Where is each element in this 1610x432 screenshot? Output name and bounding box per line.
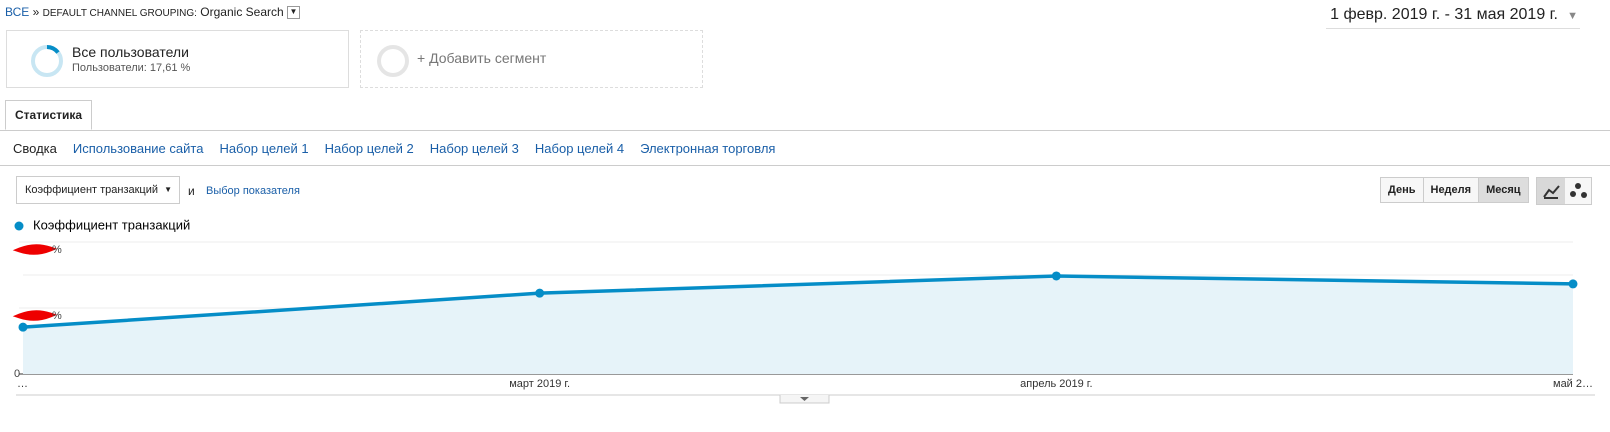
y-tick-label: 0 (14, 368, 20, 380)
sub-tab[interactable]: Электронная торговля (640, 141, 776, 156)
collapse-arrow (800, 397, 809, 401)
tab-divider (0, 130, 1610, 131)
legend-label: Коэффициент транзакций (33, 217, 190, 232)
segment-title: Все пользователи (72, 44, 189, 60)
breadcrumb-all[interactable]: ВСЕ (5, 5, 30, 19)
granularity-button[interactable]: Неделя (1422, 177, 1480, 203)
and-text: и (188, 184, 195, 198)
date-range-text: 1 февр. 2019 г. - 31 мая 2019 г. (1330, 6, 1558, 23)
date-range[interactable]: 1 февр. 2019 г. - 31 мая 2019 г. ▼ (1326, 6, 1580, 29)
segment-subtitle: Пользователи: 17,61 % (72, 62, 191, 74)
sub-tab[interactable]: Набор целей 2 (324, 141, 414, 156)
add-segment[interactable]: + Добавить сегмент (360, 30, 703, 88)
x-tick-label: май 2… (1553, 378, 1593, 390)
metric-select[interactable]: Коэффициент транзакций ▼ (16, 176, 180, 204)
point (1568, 279, 1578, 289)
redaction (12, 310, 58, 321)
add-segment-icon (377, 45, 409, 77)
breadcrumb: ВСЕ » DEFAULT CHANNEL GROUPING: Organic … (5, 5, 301, 20)
subtab-divider (0, 165, 1610, 166)
legend-marker (14, 221, 24, 231)
sub-tab[interactable]: Набор целей 3 (429, 141, 519, 156)
metric-link[interactable]: Выбор показателя (206, 185, 300, 197)
breadcrumb-dimension: DEFAULT CHANNEL GROUPING: (42, 8, 197, 19)
sub-tab[interactable]: Использование сайта (72, 141, 204, 156)
sub-tabs: Сводка Использование сайта Набор целей 1 На… (13, 140, 791, 158)
segment-icon (31, 45, 63, 77)
point (1051, 271, 1061, 281)
x-tick-label: март 2019 г. (509, 378, 570, 390)
add-segment-title: + Добавить сегмент (417, 50, 547, 66)
sub-tab[interactable]: Сводка (13, 141, 57, 156)
main-tab[interactable]: Статистика (5, 100, 93, 130)
granularity-button[interactable]: День (1380, 177, 1424, 203)
area (23, 275, 1573, 374)
y-tick-label: % (52, 310, 62, 322)
sub-tab[interactable]: Набор целей 4 (534, 141, 625, 156)
y-tick-label: % (52, 244, 62, 256)
metric-select-text: Коэффициент транзакций (25, 184, 159, 196)
point (535, 288, 545, 298)
redaction (12, 244, 58, 255)
point (18, 322, 28, 332)
breadcrumb-value: Organic Search (200, 5, 284, 19)
chart-type-toggle (1536, 177, 1592, 205)
x-tick-label: … (17, 378, 28, 390)
chart: Коэффициент транзакций 0%% … март 2019 г. ап… (12, 217, 1595, 404)
x-tick-label: апрель 2019 г. (1020, 378, 1092, 390)
dropdown-toggle[interactable]: ▼ (287, 6, 301, 20)
segment-card[interactable]: Все пользователи Пользователи: 17,61 % (6, 30, 349, 88)
line (22, 274, 1574, 329)
motion-chart-button[interactable] (1565, 178, 1592, 204)
sub-tab[interactable]: Набор целей 1 (219, 141, 309, 156)
granularity: День Неделя Месяц (1380, 177, 1529, 203)
granularity-button[interactable]: Месяц (1478, 177, 1529, 203)
line-chart-button[interactable] (1537, 178, 1565, 204)
breadcrumb-sep: » (32, 5, 40, 19)
